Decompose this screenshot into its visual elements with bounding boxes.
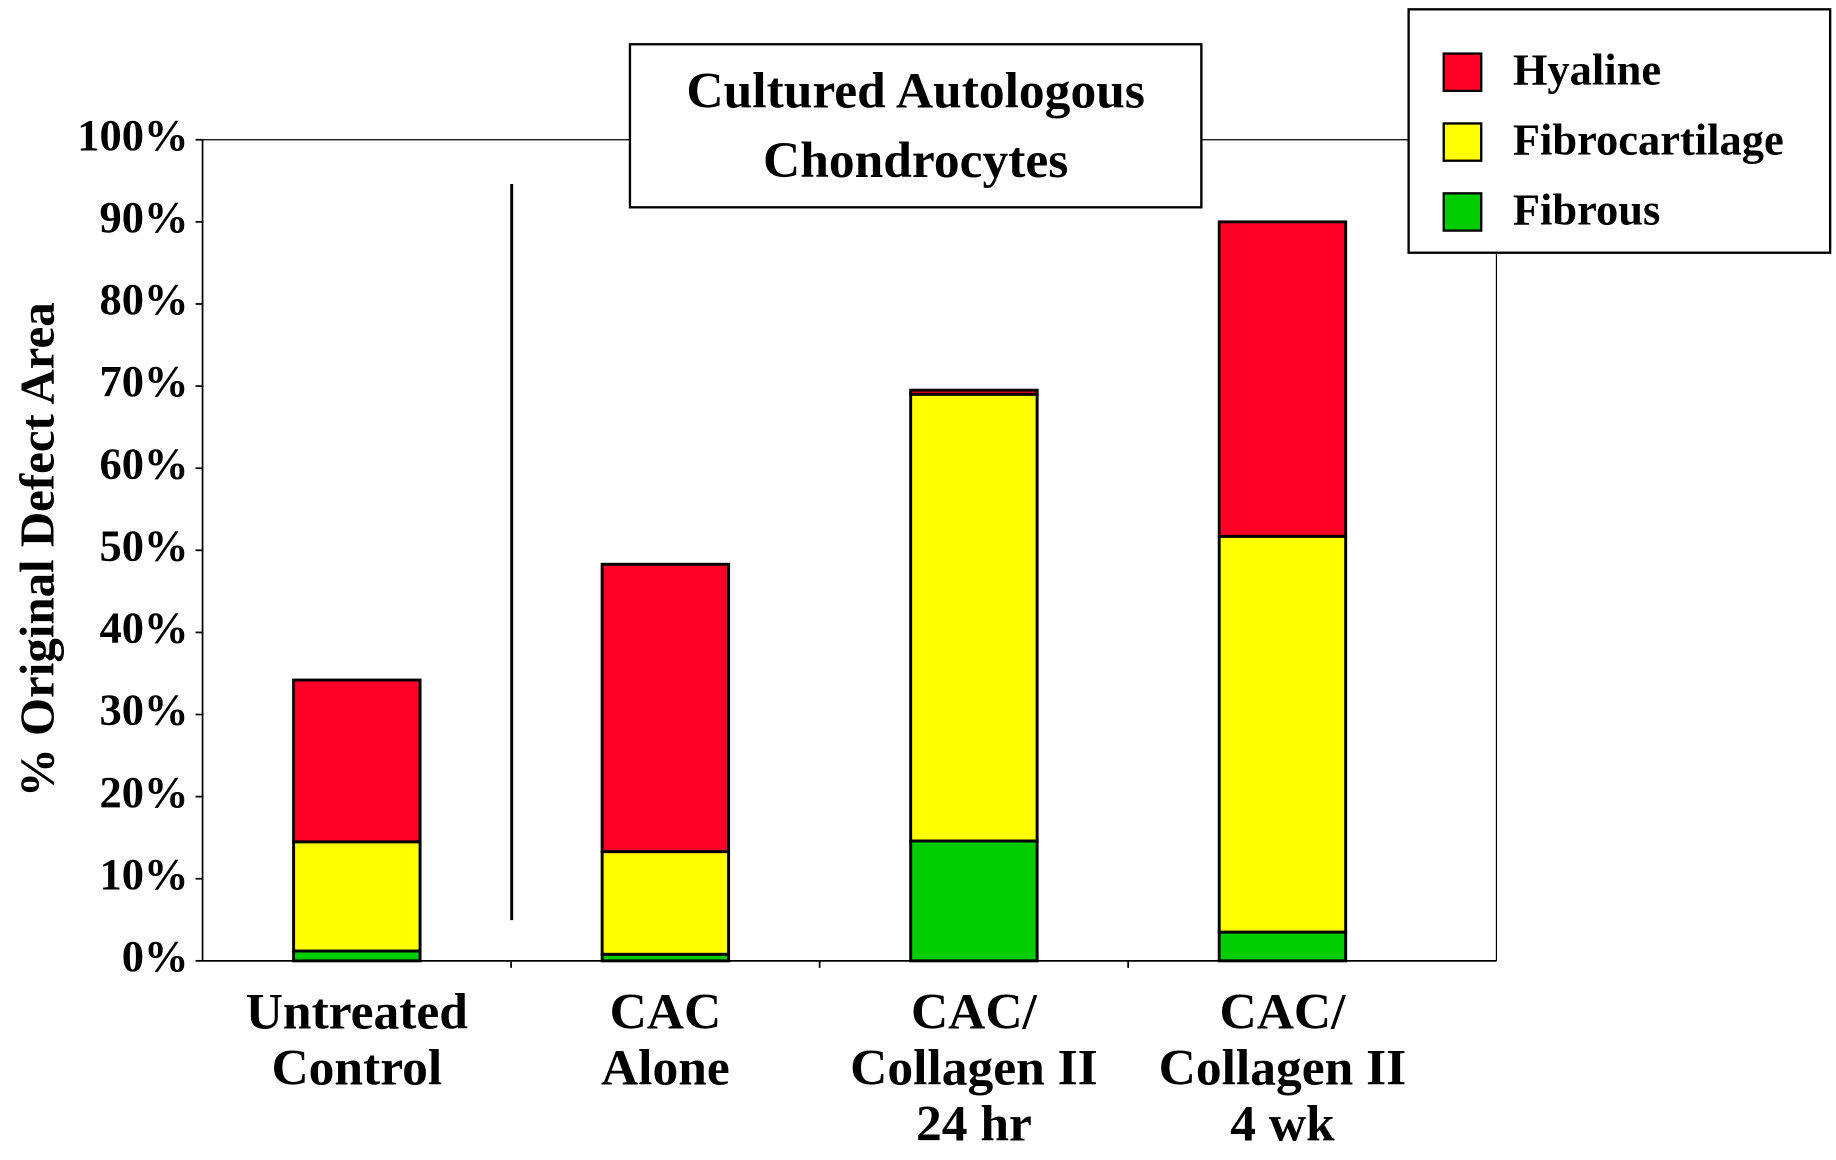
bar-segment: [909, 839, 1039, 963]
legend-label: Fibrous: [1513, 185, 1660, 235]
y-tick-label: 60%: [100, 438, 189, 488]
x-tick-label: 24 hr: [916, 1095, 1032, 1152]
bar-segment: [600, 850, 731, 956]
y-tick-label: 20%: [100, 767, 189, 817]
bar-segment: [1217, 220, 1348, 538]
x-tick-label: CAC/: [1219, 984, 1346, 1041]
x-tick-label: CAC: [610, 984, 722, 1041]
x-tick-label: Untreated: [246, 984, 468, 1041]
x-tick-label: 4 wk: [1230, 1095, 1335, 1152]
y-tick-label: 70%: [100, 356, 189, 406]
y-tick-label: 50%: [100, 521, 189, 571]
legend-label: Hyaline: [1513, 45, 1661, 95]
bar-segment: [909, 392, 1039, 843]
bar-segment: [292, 949, 422, 963]
y-tick-label: 80%: [100, 274, 189, 324]
bar-segment: [909, 388, 1039, 396]
bar-segment: [1217, 930, 1348, 963]
bar-segment: [1217, 534, 1348, 934]
y-tick-label: 30%: [100, 685, 189, 735]
bar-segment: [292, 678, 422, 844]
chart-title: Chondrocytes: [763, 132, 1068, 189]
legend-swatch: [1442, 122, 1483, 162]
y-tick-label: 100%: [77, 110, 188, 160]
title-box: [628, 43, 1203, 209]
y-tick-label: 10%: [100, 849, 189, 899]
chart-title: Cultured Autologous: [686, 62, 1144, 119]
x-tick-label: Control: [271, 1040, 442, 1097]
x-tick-label: Alone: [601, 1040, 730, 1097]
y-tick-label: 40%: [100, 603, 189, 653]
legend-swatch: [1442, 192, 1483, 232]
bar-segment: [600, 562, 731, 854]
y-tick-label: 90%: [100, 192, 189, 242]
y-tick-label: 0%: [122, 931, 189, 981]
x-tick-label: CAC/: [911, 984, 1038, 1041]
x-tick-label: Collagen II: [1159, 1040, 1407, 1097]
bar-segment: [292, 840, 422, 953]
legend-swatch: [1442, 52, 1483, 93]
y-axis-label: % Original Defect Area: [9, 302, 64, 797]
x-tick-label: Collagen II: [850, 1040, 1098, 1097]
legend-label: Fibrocartilage: [1513, 115, 1784, 165]
